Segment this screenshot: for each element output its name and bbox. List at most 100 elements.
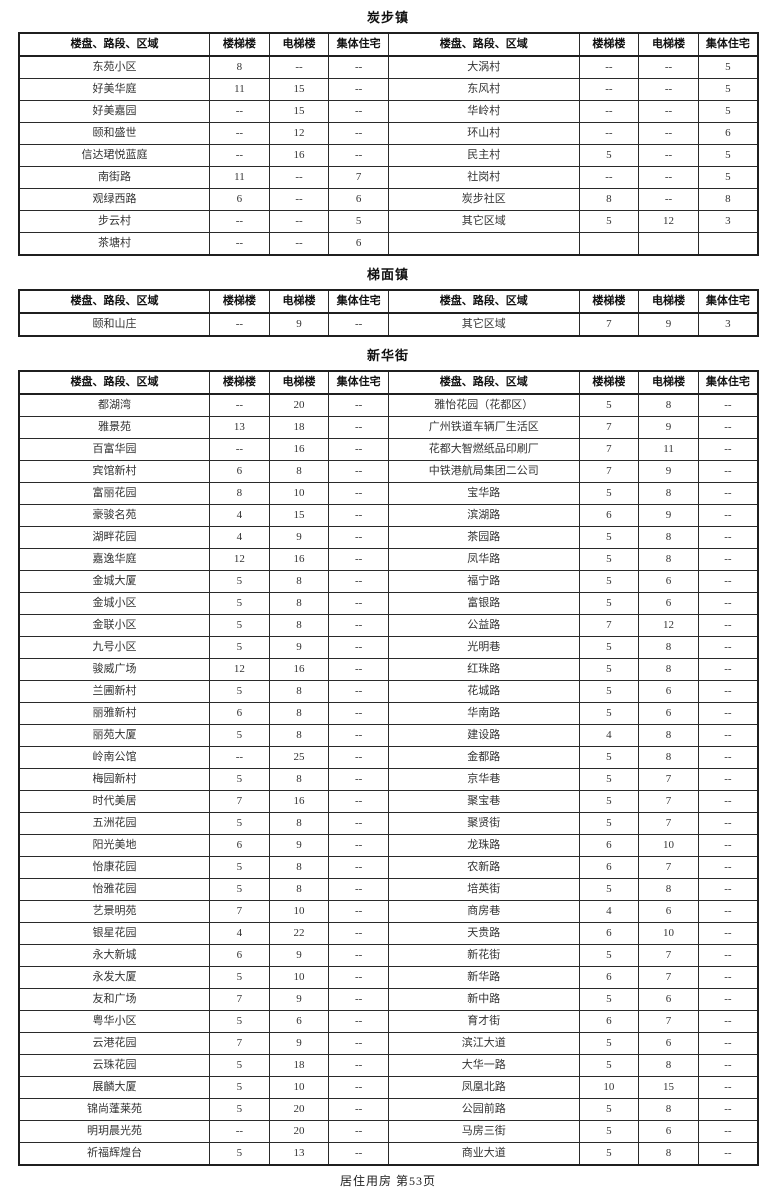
value-cell: -- [328,1010,389,1033]
area-name-cell: 其它区域 [387,312,580,337]
value-cell: -- [578,166,640,189]
value-cell: 5 [209,856,270,879]
area-name-cell: 骏威广场 [18,658,211,681]
table-row: 岭南公馆 -- 25 -- 金都路 5 8 -- [18,746,759,769]
value-cell: -- [697,1054,759,1077]
value-cell: 9 [268,834,330,857]
value-cell: 10 [268,1076,330,1099]
value-cell: 5 [209,878,270,901]
value-cell: 16 [268,658,330,681]
value-cell: 9 [638,416,699,439]
value-cell: 15 [268,100,330,123]
column-header: 电梯楼 [268,289,330,314]
table-row: 雅景苑 13 18 -- 广州铁道车辆厂生活区 7 9 -- [18,416,759,439]
area-name-cell: 好美嘉园 [18,100,211,123]
value-cell: 6 [578,922,640,945]
value-cell: 8 [638,1098,699,1121]
value-cell: 5 [209,812,270,835]
area-name-cell: 永发大厦 [18,966,211,989]
value-cell: 5 [578,1032,640,1055]
value-cell: 6 [578,1010,640,1033]
area-name-cell: 怡康花园 [18,856,211,879]
value-cell: 3 [697,312,759,337]
area-name-cell: 艺景明苑 [18,900,211,923]
value-cell: 12 [209,548,270,571]
value-cell: 8 [638,724,699,747]
value-cell: 4 [209,526,270,549]
area-name-cell: 光明巷 [387,636,580,659]
value-cell: 5 [209,636,270,659]
table-row: 南街路 11 -- 7 社岗村 -- -- 5 [18,166,759,189]
area-name-cell: 颐和盛世 [18,122,211,145]
area-name-cell: 兰圃新村 [18,680,211,703]
area-name-cell: 雅景苑 [18,416,211,439]
area-name-cell: 富丽花园 [18,482,211,505]
value-cell: 10 [638,922,699,945]
value-cell: 8 [638,393,699,417]
value-cell: -- [328,100,389,123]
value-cell: -- [697,526,759,549]
value-cell: 8 [268,812,330,835]
area-name-cell: 阳光美地 [18,834,211,857]
area-name-cell: 百富华园 [18,438,211,461]
value-cell: -- [209,746,270,769]
value-cell: 20 [268,393,330,417]
table-row: 豪骏名苑 4 15 -- 滨湖路 6 9 -- [18,504,759,527]
value-cell: 5 [209,592,270,615]
value-cell: -- [578,55,640,79]
value-cell: -- [697,658,759,681]
value-cell [697,232,759,256]
value-cell: -- [209,312,270,337]
value-cell: 7 [578,438,640,461]
value-cell: 5 [578,482,640,505]
area-name-cell: 明玥晨光苑 [18,1120,211,1143]
area-name-cell: 公园前路 [387,1098,580,1121]
column-header: 楼盘、路段、区域 [18,289,211,314]
table-row: 信达珺悦蓝庭 -- 16 -- 民主村 5 -- 5 [18,144,759,167]
table-row: 永发大厦 5 10 -- 新华路 6 7 -- [18,966,759,989]
value-cell: 8 [268,724,330,747]
area-name-cell: 步云村 [18,210,211,233]
value-cell: -- [328,482,389,505]
value-cell: -- [328,1120,389,1143]
value-cell: 10 [578,1076,640,1099]
value-cell: 7 [209,790,270,813]
area-name-cell: 聚宝巷 [387,790,580,813]
area-name-cell: 怡雅花园 [18,878,211,901]
value-cell: 6 [638,900,699,923]
column-header: 电梯楼 [638,289,699,314]
value-cell: 7 [209,988,270,1011]
value-cell: 20 [268,1098,330,1121]
value-cell: -- [328,812,389,835]
area-name-cell: 富银路 [387,592,580,615]
value-cell: 7 [578,416,640,439]
value-cell: 7 [638,812,699,835]
area-name-cell: 嘉逸华庭 [18,548,211,571]
column-header: 集体住宅 [328,32,389,57]
value-cell: 8 [268,614,330,637]
value-cell: 8 [268,702,330,725]
value-cell: -- [328,78,389,101]
table-row: 好美嘉园 -- 15 -- 华岭村 -- -- 5 [18,100,759,123]
value-cell: 5 [328,210,389,233]
value-cell: -- [578,100,640,123]
value-cell: 9 [638,460,699,483]
table-row: 宾馆新村 6 8 -- 中铁港航局集团二公司 7 9 -- [18,460,759,483]
value-cell: 5 [578,1142,640,1166]
town-section: 炭步镇 楼盘、路段、区域 楼梯楼 电梯楼 集体住宅 楼盘、路段、区域 楼梯楼 电梯楼 集体住宅东… [0,7,776,256]
value-cell: -- [209,100,270,123]
value-cell: -- [697,636,759,659]
value-cell: 20 [268,1120,330,1143]
header-row: 楼盘、路段、区域 楼梯楼 电梯楼 集体住宅 楼盘、路段、区域 楼梯楼 电梯楼 集体住宅 [18,289,759,314]
area-name-cell: 岭南公馆 [18,746,211,769]
value-cell: -- [328,1142,389,1166]
area-name-cell: 九号小区 [18,636,211,659]
value-cell: -- [697,1120,759,1143]
value-cell: 7 [638,1010,699,1033]
area-name-cell: 红珠路 [387,658,580,681]
value-cell: 7 [638,790,699,813]
table-row: 云港花园 7 9 -- 滨江大道 5 6 -- [18,1032,759,1055]
value-cell: -- [209,393,270,417]
table-row: 银星花园 4 22 -- 天贵路 6 10 -- [18,922,759,945]
value-cell: 5 [578,1098,640,1121]
